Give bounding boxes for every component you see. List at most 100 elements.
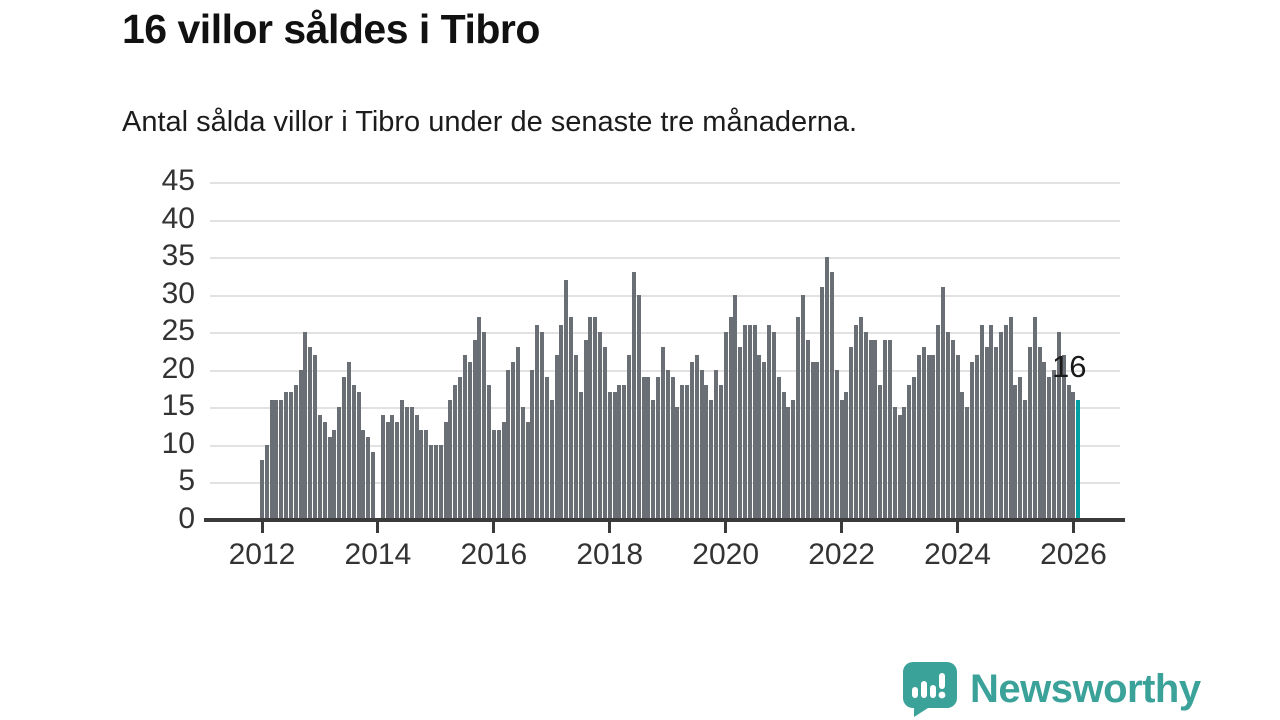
bar — [298, 369, 303, 520]
x-axis-tick — [1071, 522, 1075, 533]
bar — [569, 317, 574, 520]
bar — [689, 362, 694, 520]
bar — [805, 339, 810, 520]
bar — [873, 339, 878, 520]
x-axis-tick-label: 2022 — [808, 538, 875, 571]
bar — [578, 392, 583, 520]
page-subtitle: Antal sålda villor i Tibro under de sena… — [122, 106, 858, 138]
y-gridline — [210, 369, 1120, 372]
value-annotation: 16 — [1052, 349, 1087, 384]
bar — [743, 324, 747, 520]
bar — [960, 392, 965, 520]
bar — [912, 377, 917, 520]
y-axis-tick-label: 0 — [178, 502, 195, 535]
bar — [607, 392, 612, 520]
bar — [950, 339, 955, 520]
bar — [714, 369, 719, 520]
x-axis-tick — [724, 522, 728, 533]
bar — [965, 407, 970, 520]
bar — [467, 362, 472, 520]
bar — [810, 362, 815, 520]
bar — [979, 324, 984, 520]
newsworthy-logo: Newsworthy — [903, 662, 1201, 717]
bar — [849, 347, 854, 520]
bar — [970, 362, 974, 520]
bar — [593, 317, 598, 520]
bar — [752, 324, 757, 520]
bar — [941, 287, 946, 520]
bar — [361, 429, 366, 520]
bar — [506, 369, 511, 520]
bar — [544, 377, 549, 520]
bar — [694, 354, 699, 520]
bar — [404, 407, 409, 520]
y-gridline — [210, 444, 1120, 447]
bar — [825, 257, 830, 520]
bar — [317, 414, 322, 520]
y-axis-tick-label: 40 — [161, 201, 195, 235]
bar — [390, 414, 395, 520]
bar-chart-plot-area — [210, 182, 1120, 520]
speech-bubble-bar-chart-icon — [903, 662, 957, 717]
bar — [820, 287, 825, 520]
bar — [709, 399, 714, 520]
bar — [385, 422, 390, 520]
bar — [279, 399, 284, 520]
bar — [612, 392, 617, 520]
y-axis-tick-label: 45 — [161, 164, 195, 197]
x-axis-tick-label: 2024 — [924, 538, 991, 571]
bar — [1052, 369, 1057, 520]
bar — [520, 407, 525, 520]
y-gridline — [210, 182, 1120, 184]
bar — [897, 414, 902, 520]
bar — [1066, 384, 1071, 520]
bar — [1008, 317, 1013, 520]
bar — [680, 384, 685, 520]
bar — [322, 422, 327, 520]
bar — [921, 347, 926, 520]
bar — [858, 317, 863, 520]
bar — [989, 324, 994, 520]
bar — [443, 422, 448, 520]
bar — [313, 354, 318, 520]
bar — [786, 407, 791, 520]
bar — [771, 332, 776, 520]
x-axis-tick — [260, 522, 264, 533]
bar — [887, 339, 892, 520]
bar — [1042, 362, 1047, 520]
bar — [704, 384, 709, 520]
bar — [448, 399, 453, 520]
bar — [371, 452, 376, 520]
bar — [926, 354, 931, 520]
page-title: 16 villor såldes i Tibro — [122, 6, 540, 52]
bar — [409, 407, 414, 520]
y-gridline — [210, 407, 1120, 410]
bar — [868, 339, 873, 520]
y-gridline — [210, 294, 1120, 297]
bar — [834, 369, 839, 520]
x-axis-tick — [608, 522, 612, 533]
y-gridline — [210, 219, 1120, 222]
bar — [762, 362, 767, 520]
bar — [419, 429, 424, 520]
bar — [303, 332, 308, 520]
bar — [482, 332, 487, 520]
y-gridline — [210, 257, 1120, 260]
x-axis-tick-label: 2018 — [576, 538, 644, 571]
bar — [728, 317, 733, 520]
bar — [1023, 399, 1028, 520]
bar — [433, 444, 438, 520]
y-axis-tick-label: 5 — [178, 464, 195, 498]
bar — [907, 384, 912, 520]
bar — [356, 392, 361, 520]
bar — [424, 429, 429, 520]
bar — [670, 377, 675, 520]
bar — [438, 444, 443, 520]
bar — [293, 384, 298, 520]
bar — [535, 324, 540, 520]
bar — [525, 422, 530, 520]
bar — [351, 384, 356, 520]
bar — [540, 332, 545, 520]
bar — [496, 429, 501, 520]
